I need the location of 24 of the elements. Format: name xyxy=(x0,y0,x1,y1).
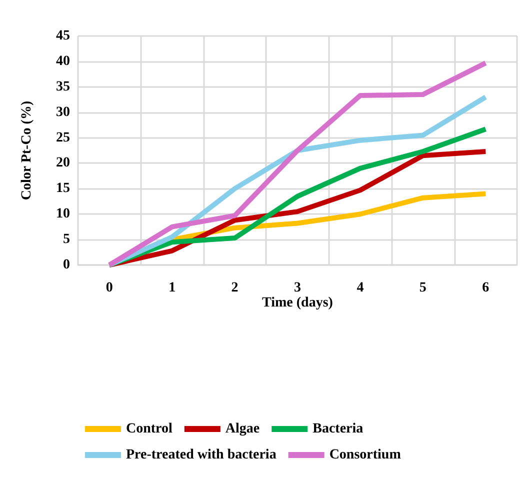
legend-label: Consortium xyxy=(329,448,402,462)
y-tick-label: 30 xyxy=(56,104,70,120)
y-tick-label: 20 xyxy=(56,156,70,171)
y-tick-label: 40 xyxy=(56,54,70,69)
y-tick-label: 15 xyxy=(56,181,70,196)
y-tick-label: 5 xyxy=(63,232,70,248)
y-tick-label: 25 xyxy=(56,130,70,146)
y-tick-label: 0 xyxy=(63,258,70,272)
x-tick-label: 5 xyxy=(419,280,426,296)
x-tick-label: 1 xyxy=(168,280,176,296)
y-tick-label: 45 xyxy=(56,28,70,44)
y-tick-label: 35 xyxy=(56,79,70,94)
legend-label: Pre-treated with bacteria xyxy=(126,448,276,462)
y-axis-title: Color Pt-Co (%) xyxy=(20,100,34,200)
x-tick-label: 2 xyxy=(231,280,238,296)
legend-label: Algae xyxy=(225,422,260,436)
x-tick-label: 6 xyxy=(482,280,490,296)
x-tick-label: 4 xyxy=(356,280,364,296)
legend-label: Bacteria xyxy=(312,422,364,436)
y-tick-label: 10 xyxy=(56,206,70,222)
x-tick-label: 3 xyxy=(294,280,301,296)
x-axis-title: Time (days) xyxy=(262,295,334,310)
x-tick-label: 0 xyxy=(106,280,113,296)
legend-label: Control xyxy=(126,422,173,436)
